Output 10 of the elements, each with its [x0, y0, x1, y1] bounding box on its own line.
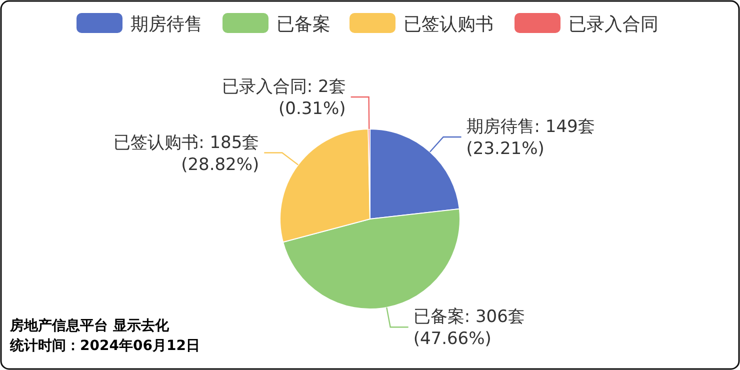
- text: 统计时间：2024年06月12日: [9, 337, 200, 354]
- data-label: 期房待售: 149套 (23.21%): [466, 116, 595, 159]
- legend-label: 期房待售: [130, 14, 202, 35]
- data-label: 已签认购书: 185套 (28.82%): [114, 132, 260, 175]
- legend-label: 已备案: [276, 14, 330, 35]
- data-label: 已备案: 306套 (47.66%): [413, 307, 525, 350]
- legend-label: 已签认购书: [404, 14, 494, 35]
- text: 房地产信息平台 显示去化: [9, 317, 170, 334]
- data-label: 已录入合同: 2套 (0.31%): [222, 77, 346, 120]
- legend-label: 已录入合同: [568, 14, 658, 35]
